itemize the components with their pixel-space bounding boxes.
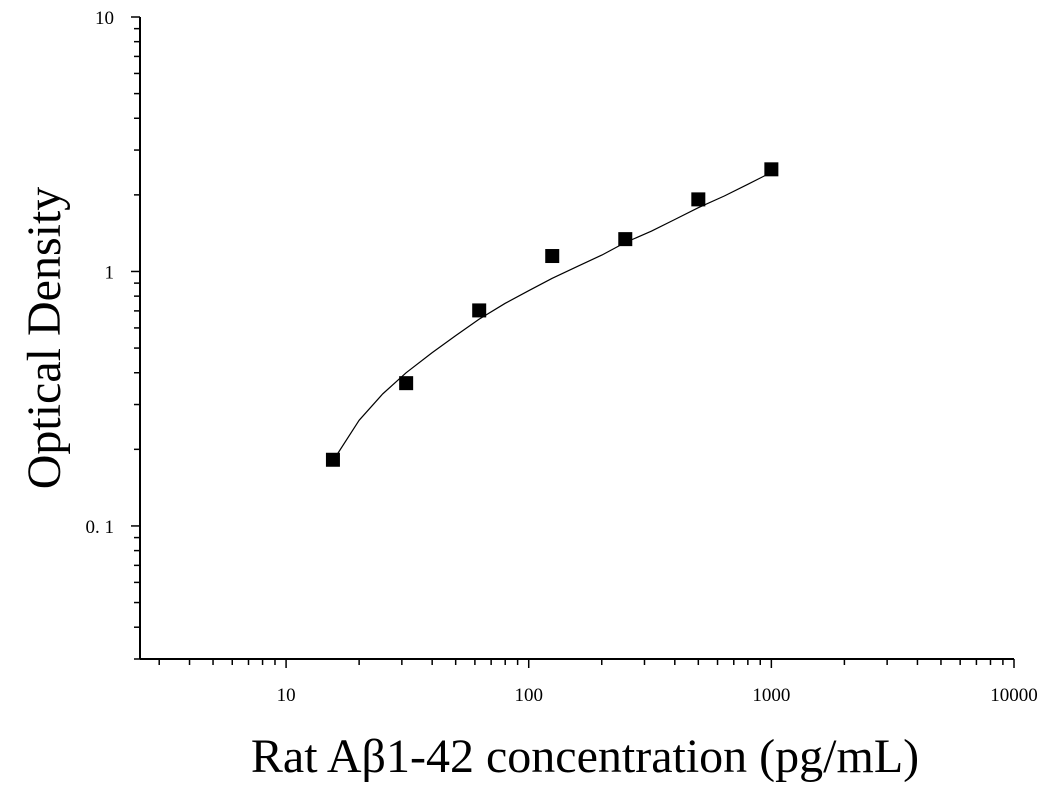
fit-curve-group	[332, 171, 772, 462]
axes-group: 10 100 1000 10000 0. 1 1 10	[86, 8, 1038, 706]
fit-curve-line	[332, 171, 772, 462]
data-point	[545, 249, 560, 264]
data-points-group	[325, 162, 779, 467]
y-tick-label: 1	[105, 262, 115, 283]
x-axis-title: Rat Aβ1-42 concentration (pg/mL)	[251, 730, 919, 783]
y-axis-title: Optical Density	[18, 187, 71, 490]
x-tick-label: 10	[277, 685, 296, 706]
data-point	[691, 192, 706, 207]
x-tick-label: 100	[514, 685, 543, 706]
data-point	[399, 376, 414, 391]
data-point	[618, 232, 633, 247]
x-tick-label: 10000	[990, 685, 1038, 706]
y-tick-label: 10	[95, 8, 114, 29]
data-point	[472, 303, 487, 318]
y-tick-label: 0. 1	[86, 517, 115, 538]
data-point	[325, 452, 340, 467]
data-point	[764, 162, 779, 177]
x-tick-label: 1000	[752, 685, 790, 706]
